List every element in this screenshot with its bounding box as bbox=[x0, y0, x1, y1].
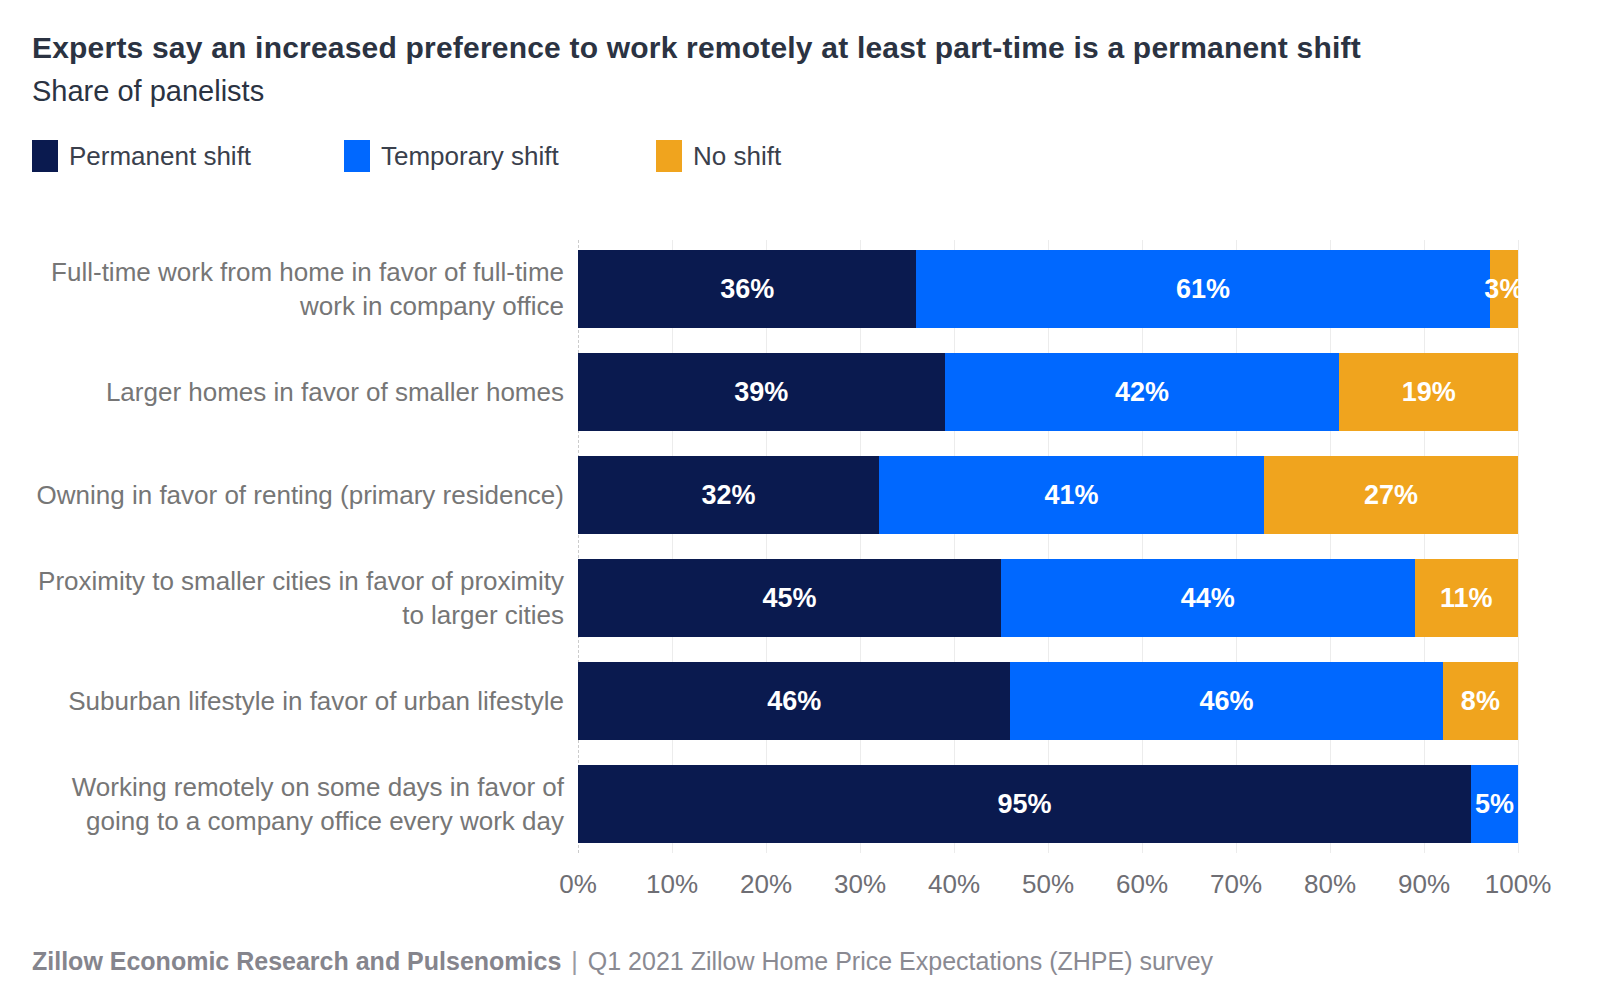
bar-segment: 46% bbox=[578, 662, 1010, 740]
bar-segment: 39% bbox=[578, 353, 945, 431]
stacked-bar: 45% 44% 11% bbox=[578, 559, 1518, 637]
chart-row: Working remotely on some days in favor o… bbox=[32, 765, 1530, 843]
stacked-bar: 32% 41% 27% bbox=[578, 456, 1518, 534]
x-axis-tick-label: 0% bbox=[559, 869, 597, 900]
category-label: Full-time work from home in favor of ful… bbox=[32, 255, 578, 324]
source-line: Zillow Economic Research and Pulsenomics… bbox=[32, 947, 1530, 976]
bar-segment: 11% bbox=[1415, 559, 1518, 637]
x-axis-tick-label: 30% bbox=[834, 869, 886, 900]
x-axis-tick-label: 60% bbox=[1116, 869, 1168, 900]
chart-title: Experts say an increased preference to w… bbox=[32, 30, 1530, 66]
legend-item: Permanent shift bbox=[32, 140, 344, 172]
bar-segment: 95% bbox=[578, 765, 1471, 843]
category-label: Larger homes in favor of smaller homes bbox=[32, 375, 578, 410]
stacked-bar: 95% 5% bbox=[578, 765, 1518, 843]
bar-segment: 32% bbox=[578, 456, 879, 534]
legend-swatch bbox=[344, 140, 370, 172]
chart-page: Experts say an increased preference to w… bbox=[0, 0, 1600, 1000]
bar-value-label: 95% bbox=[997, 789, 1051, 820]
bar-segment: 45% bbox=[578, 559, 1001, 637]
bar-segment: 5% bbox=[1471, 765, 1518, 843]
x-axis-tick-label: 90% bbox=[1398, 869, 1450, 900]
bar-segment: 42% bbox=[945, 353, 1340, 431]
chart-subtitle: Share of panelists bbox=[32, 75, 1530, 108]
bar-value-label: 5% bbox=[1475, 789, 1514, 820]
source-brand: Zillow Economic Research and Pulsenomics bbox=[32, 947, 561, 975]
legend: Permanent shift Temporary shift No shift bbox=[32, 140, 1530, 172]
chart-row: Full-time work from home in favor of ful… bbox=[32, 250, 1530, 328]
x-axis-tick-label: 100% bbox=[1485, 869, 1552, 900]
legend-label: Temporary shift bbox=[381, 141, 559, 172]
bar-value-label: 46% bbox=[1200, 686, 1254, 717]
x-axis: 0%10%20%30%40%50%60%70%80%90%100% bbox=[578, 869, 1518, 901]
chart-row: Larger homes in favor of smaller homes39… bbox=[32, 353, 1530, 431]
bar-segment: 46% bbox=[1010, 662, 1442, 740]
source-note: Q1 2021 Zillow Home Price Expectations (… bbox=[588, 947, 1213, 975]
bar-value-label: 61% bbox=[1176, 274, 1230, 305]
bar-value-label: 39% bbox=[734, 377, 788, 408]
bar-segment: 8% bbox=[1443, 662, 1518, 740]
plot-area: Full-time work from home in favor of ful… bbox=[32, 250, 1530, 901]
bar-value-label: 27% bbox=[1364, 480, 1418, 511]
legend-label: No shift bbox=[693, 141, 781, 172]
legend-item: Temporary shift bbox=[344, 140, 656, 172]
bar-value-label: 46% bbox=[767, 686, 821, 717]
bar-value-label: 44% bbox=[1181, 583, 1235, 614]
bar-value-label: 8% bbox=[1461, 686, 1500, 717]
chart-row: Suburban lifestyle in favor of urban lif… bbox=[32, 662, 1530, 740]
bar-value-label: 3% bbox=[1484, 274, 1523, 305]
bar-value-label: 36% bbox=[720, 274, 774, 305]
category-label: Working remotely on some days in favor o… bbox=[32, 770, 578, 839]
bar-segment: 44% bbox=[1001, 559, 1415, 637]
bar-value-label: 41% bbox=[1044, 480, 1098, 511]
category-label: Proximity to smaller cities in favor of … bbox=[32, 564, 578, 633]
x-axis-tick-label: 40% bbox=[928, 869, 980, 900]
x-axis-tick-label: 80% bbox=[1304, 869, 1356, 900]
source-separator: | bbox=[571, 947, 578, 975]
x-axis-tick-label: 50% bbox=[1022, 869, 1074, 900]
bar-value-label: 11% bbox=[1440, 583, 1493, 614]
bar-segment: 36% bbox=[578, 250, 916, 328]
stacked-bar: 36% 61% 3% bbox=[578, 250, 1518, 328]
bar-segment: 61% bbox=[916, 250, 1489, 328]
legend-label: Permanent shift bbox=[69, 141, 251, 172]
category-label: Owning in favor of renting (primary resi… bbox=[32, 478, 578, 513]
bar-segment: 19% bbox=[1339, 353, 1518, 431]
legend-item: No shift bbox=[656, 140, 968, 172]
stacked-bar: 46% 46% 8% bbox=[578, 662, 1518, 740]
bar-rows: Full-time work from home in favor of ful… bbox=[32, 250, 1530, 843]
bar-value-label: 45% bbox=[762, 583, 816, 614]
bar-value-label: 32% bbox=[701, 480, 755, 511]
x-axis-tick-label: 10% bbox=[646, 869, 698, 900]
category-label: Suburban lifestyle in favor of urban lif… bbox=[32, 684, 578, 719]
bar-value-label: 42% bbox=[1115, 377, 1169, 408]
x-axis-tick-label: 70% bbox=[1210, 869, 1262, 900]
bar-segment: 41% bbox=[879, 456, 1264, 534]
bar-segment: 27% bbox=[1264, 456, 1518, 534]
x-axis-tick-label: 20% bbox=[740, 869, 792, 900]
legend-swatch bbox=[32, 140, 58, 172]
chart-row: Owning in favor of renting (primary resi… bbox=[32, 456, 1530, 534]
bar-value-label: 19% bbox=[1402, 377, 1456, 408]
chart-row: Proximity to smaller cities in favor of … bbox=[32, 559, 1530, 637]
legend-swatch bbox=[656, 140, 682, 172]
bar-segment: 3% bbox=[1490, 250, 1518, 328]
stacked-bar: 39% 42% 19% bbox=[578, 353, 1518, 431]
